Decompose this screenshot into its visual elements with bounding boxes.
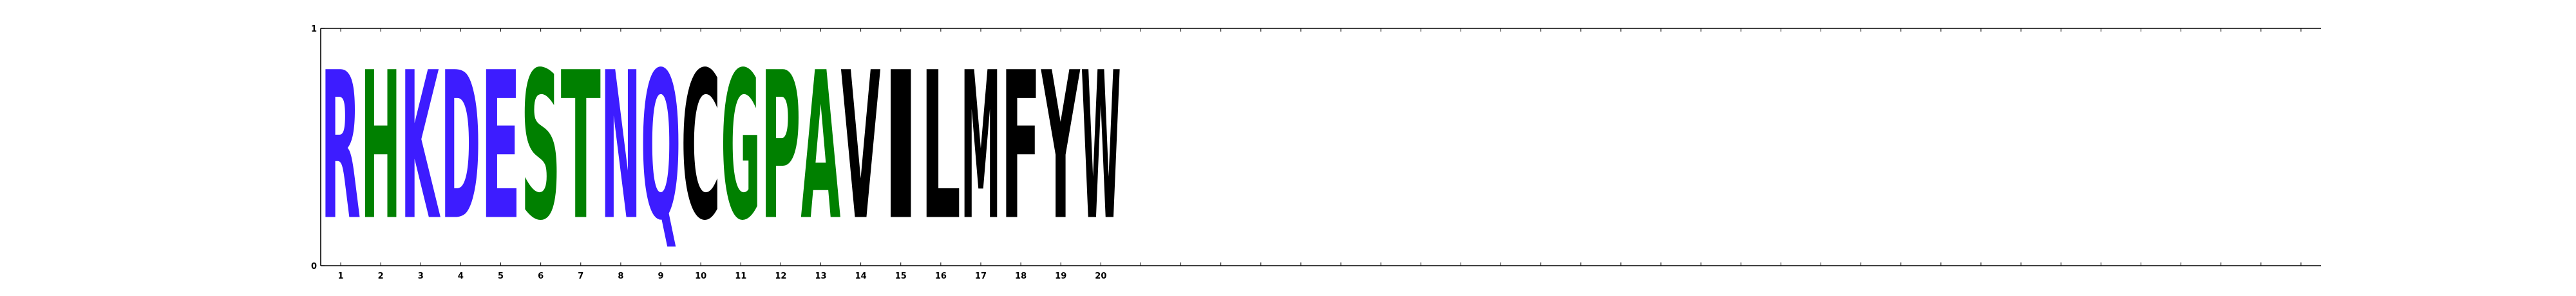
logo-letter: G xyxy=(721,30,761,266)
x-tick-label: 2 xyxy=(378,271,384,281)
x-tick-label: 3 xyxy=(418,271,424,281)
logo-letter: W xyxy=(1081,30,1121,266)
logo-letter: S xyxy=(521,28,561,265)
y-ticks: 01 xyxy=(311,25,325,271)
y-tick-label: 0 xyxy=(311,262,317,271)
logo-letter: R xyxy=(321,28,361,265)
logo-letter: I xyxy=(881,28,921,265)
x-tick-label: 17 xyxy=(975,271,987,281)
x-tick-label: 10 xyxy=(695,271,706,281)
logo-letter: E xyxy=(480,30,520,266)
logo-letter: K xyxy=(401,30,440,266)
x-tick-label: 9 xyxy=(658,271,663,281)
logo-letter: C xyxy=(681,29,721,265)
x-tick-label: 18 xyxy=(1015,271,1027,281)
logo-letter: V xyxy=(841,30,881,266)
x-tick-label: 13 xyxy=(815,271,826,281)
logo-letter: L xyxy=(921,30,961,265)
logo-letter: P xyxy=(761,28,800,265)
x-tick-label: 20 xyxy=(1095,271,1106,281)
x-tick-label: 12 xyxy=(775,271,786,281)
logo-letter: N xyxy=(601,30,641,266)
logo-letter: M xyxy=(961,29,1001,265)
logo-letter: D xyxy=(440,29,480,265)
x-ticks: 1 2 3 4 5 6 7 8 9 10 11 12 13 14 15 16 17 18 19 20 xyxy=(338,28,2302,281)
axes xyxy=(320,28,2321,266)
x-tick-label: 6 xyxy=(538,271,544,281)
x-tick-label: 4 xyxy=(458,271,464,281)
x-tick-label: 8 xyxy=(618,271,623,281)
logo-letter: F xyxy=(1001,30,1041,266)
x-tick-label: 1 xyxy=(338,271,344,281)
logo-letter: Y xyxy=(1041,29,1081,266)
y-tick-label: 1 xyxy=(311,25,317,34)
x-tick-label: 15 xyxy=(895,271,907,281)
logo-letter: T xyxy=(561,30,601,266)
logo-letter: A xyxy=(800,30,840,266)
x-tick-label: 5 xyxy=(498,271,504,281)
x-tick-label: 19 xyxy=(1055,271,1066,281)
x-tick-label: 14 xyxy=(855,271,867,281)
x-tick-label: 11 xyxy=(735,271,746,281)
x-tick-label: 16 xyxy=(935,271,947,281)
x-tick-label: 7 xyxy=(578,271,583,281)
logo-letter: H xyxy=(361,30,401,266)
logo-letter: Q xyxy=(641,30,681,266)
